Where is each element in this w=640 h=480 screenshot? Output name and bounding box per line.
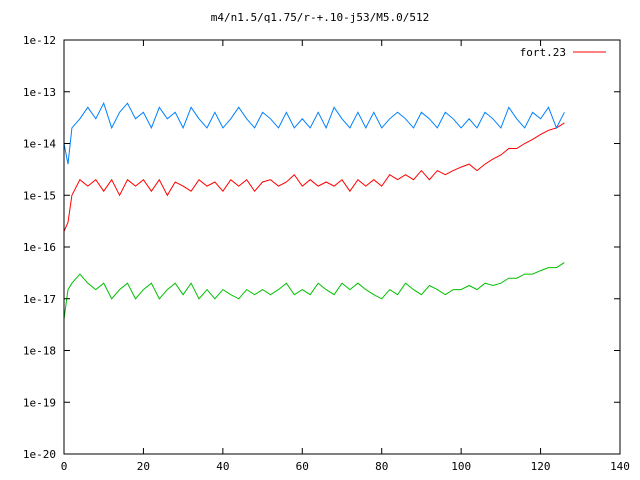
- y-tick-label: 1e-15: [23, 189, 56, 202]
- x-tick-label: 60: [296, 460, 309, 473]
- x-tick-label: 20: [137, 460, 150, 473]
- chart-title: m4/n1.5/q1.75/r-+.10-j53/M5.0/512: [211, 11, 430, 24]
- x-tick-label: 100: [451, 460, 471, 473]
- y-tick-label: 1e-18: [23, 345, 56, 358]
- y-tick-label: 1e-12: [23, 34, 56, 47]
- axis-ticks: 0 20 40 60 80 100 120 140 1e-12 1e-13 1e-14 1e-15 1e…: [23, 34, 630, 473]
- legend: fort.23: [520, 46, 606, 59]
- series-line-1: [64, 101, 565, 165]
- y-tick-label: 1e-20: [23, 448, 56, 461]
- x-tick-label: 80: [375, 460, 388, 473]
- series-line-2: [64, 262, 565, 320]
- series-line-0: [64, 122, 565, 232]
- x-tick-label: 40: [216, 460, 229, 473]
- x-tick-label: 0: [61, 460, 68, 473]
- x-tick-label: 140: [610, 460, 630, 473]
- y-tick-label: 1e-16: [23, 241, 56, 254]
- y-tick-label: 1e-13: [23, 86, 56, 99]
- series-layer: [64, 101, 565, 320]
- y-tick-label: 1e-17: [23, 293, 56, 306]
- y-tick-label: 1e-14: [23, 138, 56, 151]
- y-tick-label: 1e-19: [23, 396, 56, 409]
- legend-label: fort.23: [520, 46, 566, 59]
- x-tick-label: 120: [531, 460, 551, 473]
